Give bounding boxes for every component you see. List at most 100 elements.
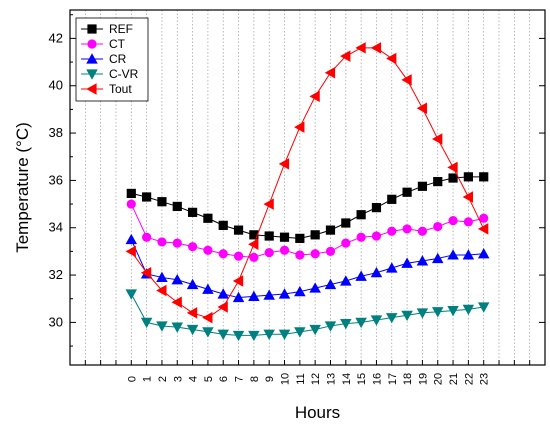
data-point-ct [371,231,382,241]
y-tick-label: 40 [49,78,63,93]
data-point-ct [142,232,152,242]
data-point-ct [203,245,213,255]
x-tick-label: 20 [433,373,445,385]
data-point-ct [233,251,244,261]
x-tick-label: 17 [387,373,399,385]
legend-label: C-VR [109,67,139,81]
data-point-ref [325,225,336,235]
series-ref [126,172,489,243]
data-point-c-vr [401,310,413,322]
data-point-tout [125,245,136,258]
data-point-c-vr [462,304,475,316]
data-point-c-vr [217,329,229,340]
data-point-ref [126,188,136,199]
data-point-ct [295,250,305,260]
data-point-cr [447,249,459,260]
x-tick-label: 2 [157,376,169,382]
x-tick-label: 4 [188,376,200,382]
data-point-ref [417,181,428,191]
data-point-cr [125,233,138,245]
data-point-cr [386,262,398,273]
data-point-cr [263,289,275,300]
legend-label: CT [109,37,126,51]
data-point-c-vr [232,330,245,342]
data-point-cr [171,274,184,285]
series-line-c-vr [130,293,484,336]
x-tick-label: 3 [172,376,184,382]
data-point-ct [279,245,290,255]
data-point-ref [448,173,458,183]
data-point-ref [218,220,228,230]
data-point-tout [324,66,336,79]
data-point-cr [294,285,306,297]
data-point-c-vr [416,308,429,319]
y-tick-label: 42 [49,30,63,45]
data-point-tout [217,301,228,313]
data-point-cr [355,270,367,281]
data-point-c-vr [202,327,214,338]
data-point-c-vr [140,317,153,329]
legend-marker-ref [87,24,97,34]
data-point-c-vr [171,322,184,333]
series-cr [125,233,490,303]
series-line-cr [130,239,484,299]
data-point-ct [187,242,198,252]
data-point-tout [340,50,351,62]
x-tick-label: 7 [234,376,246,382]
data-point-ct [356,232,366,242]
data-point-c-vr [125,289,138,300]
x-tick-label: 9 [264,376,276,382]
data-point-tout [401,74,412,86]
data-point-ref [172,201,182,212]
x-tick-label: 0 [126,376,138,382]
data-point-ct [402,224,412,234]
data-point-tout [156,284,167,297]
data-point-c-vr [263,329,275,340]
data-point-ct [479,213,489,223]
data-point-cr [431,252,444,264]
data-point-ct [218,249,228,259]
y-tick-label: 32 [49,267,63,282]
data-point-tout [355,42,366,54]
data-point-ct [264,247,274,258]
data-point-ref [264,231,274,241]
data-point-ref [371,203,382,213]
data-point-c-vr [294,327,306,338]
legend-label: CR [109,52,127,66]
series-line-tout [130,47,485,319]
x-tick-label: 11 [295,373,307,384]
data-point-ct [463,217,473,227]
data-point-cr [309,282,321,293]
x-tick-label: 15 [356,373,368,385]
data-point-ref [479,172,489,182]
data-point-cr [340,275,352,286]
x-tick-label: 14 [341,373,353,385]
x-tick-label: 8 [249,376,261,382]
data-point-ct [310,249,320,259]
data-point-c-vr [278,329,291,340]
data-point-c-vr [355,317,367,329]
data-point-c-vr [431,307,444,318]
data-point-tout [462,191,473,203]
data-point-cr [202,283,214,294]
data-point-tout [232,275,244,287]
legend-label: REF [109,22,133,36]
data-point-tout [386,52,397,65]
data-point-cr [401,257,413,268]
data-point-c-vr [309,324,321,336]
data-point-tout [171,296,182,309]
data-point-cr [324,278,337,290]
x-tick-label: 10 [280,373,292,385]
x-tick-label: 1 [142,376,154,382]
x-tick-label: 23 [479,373,491,385]
data-point-tout [263,198,274,210]
x-tick-label: 13 [325,373,337,385]
data-point-cr [248,290,260,301]
x-tick-label: 12 [310,373,322,385]
data-point-ref [310,230,320,240]
y-tick-label: 34 [49,220,63,235]
data-point-ref [187,207,198,217]
data-point-tout [248,238,259,251]
